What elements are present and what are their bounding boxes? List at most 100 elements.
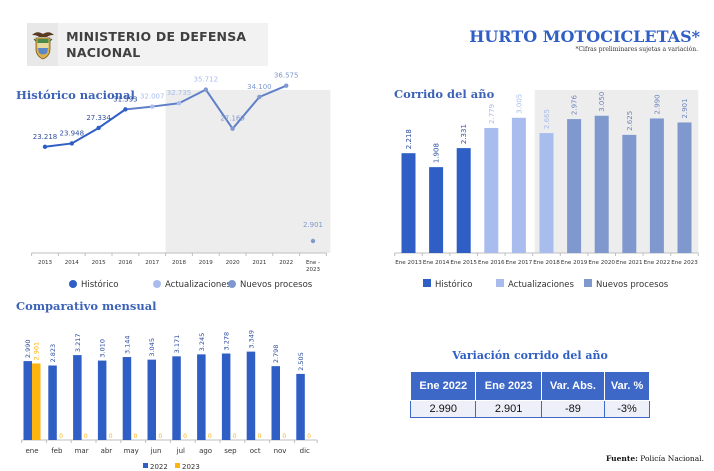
svg-text:may: may	[124, 447, 139, 455]
value-ene-2022: 2.990	[409, 400, 477, 418]
svg-text:jul: jul	[176, 447, 185, 455]
svg-text:jun: jun	[150, 447, 162, 455]
svg-text:2.990: 2.990	[24, 339, 32, 358]
bar	[594, 115, 609, 253]
ministry-header: MINISTERIO DE DEFENSA NACIONAL	[27, 23, 268, 66]
bar	[429, 167, 444, 253]
svg-text:31.393: 31.393	[113, 95, 138, 103]
bar-2023	[32, 363, 41, 440]
svg-text:2.990: 2.990	[653, 94, 661, 114]
header-ene-2022: Ene 2022	[409, 371, 477, 401]
svg-text:Ene 2018: Ene 2018	[533, 260, 560, 266]
svg-text:2017: 2017	[145, 260, 159, 266]
source-note: Fuente: Policía Nacional.	[606, 454, 704, 463]
source-label: Fuente:	[605, 454, 638, 463]
svg-text:3.144: 3.144	[123, 335, 131, 354]
svg-text:Ene 2014: Ene 2014	[423, 260, 450, 266]
historico-line-chart: 2013 2014 2015 2016 2017 2018 2019 2020 2021 2022…	[31, 72, 331, 290]
svg-text:sep: sep	[224, 447, 237, 455]
svg-text:2.779: 2.779	[488, 104, 496, 124]
bar-2022	[73, 355, 82, 440]
variation-table: Ene 2022 Ene 2023 Var. Abs. Var. % 2.990…	[409, 371, 650, 418]
variation-table-title: Variación corrido del año	[452, 349, 608, 362]
svg-text:2.976: 2.976	[571, 94, 579, 115]
svg-text:Histórico: Histórico	[81, 279, 118, 290]
bar	[622, 134, 637, 253]
legend-marker-icon	[496, 279, 504, 287]
data-point	[123, 107, 128, 112]
bar-2022	[197, 354, 206, 440]
svg-text:3.349: 3.349	[247, 330, 255, 349]
svg-text:2014: 2014	[65, 260, 79, 266]
svg-text:Ene 2021: Ene 2021	[616, 260, 643, 266]
svg-text:Actualizaciones: Actualizaciones	[508, 280, 575, 290]
mensual-bar-chart: 2.990 2.901 ene 2.823 0 feb 3.217 0 mar 3.010 0 abr…	[21, 330, 318, 471]
data-point	[257, 94, 262, 100]
historico-section-title: Histórico nacional	[16, 88, 135, 102]
svg-text:oct: oct	[250, 447, 261, 455]
svg-text:3.010: 3.010	[99, 339, 107, 358]
svg-text:2018: 2018	[172, 260, 186, 266]
svg-text:0: 0	[307, 433, 311, 440]
svg-text:Ene 2023: Ene 2023	[671, 260, 698, 266]
svg-text:Actualizaciones: Actualizaciones	[165, 280, 232, 290]
bar	[649, 118, 664, 253]
svg-text:Ene 2017: Ene 2017	[506, 260, 533, 266]
bar	[401, 153, 416, 253]
svg-text:2.901: 2.901	[681, 98, 689, 118]
svg-text:3.217: 3.217	[74, 333, 82, 352]
svg-text:2023: 2023	[182, 463, 200, 471]
legend-marker-icon	[143, 463, 148, 468]
svg-text:ene: ene	[25, 447, 38, 455]
data-point	[150, 104, 155, 109]
bar-2022	[97, 360, 107, 440]
header-var-abs: Var. Abs.	[540, 371, 606, 401]
svg-text:Histórico: Histórico	[435, 279, 472, 290]
svg-text:dic: dic	[300, 447, 310, 455]
value-var-pct: -3%	[604, 400, 650, 418]
svg-text:3.045: 3.045	[148, 338, 156, 357]
svg-text:2015: 2015	[92, 260, 106, 266]
bar-2022	[23, 361, 32, 440]
svg-text:Ene 2016: Ene 2016	[478, 260, 505, 266]
svg-text:Ene 2013: Ene 2013	[395, 260, 422, 266]
svg-text:0: 0	[158, 433, 162, 440]
svg-text:2.798: 2.798	[272, 345, 280, 364]
bar	[456, 148, 471, 253]
data-point	[176, 101, 182, 106]
svg-text:0: 0	[208, 433, 212, 440]
svg-text:35.712: 35.712	[194, 76, 219, 84]
svg-text:2021: 2021	[252, 260, 266, 266]
svg-text:23.218: 23.218	[33, 133, 58, 141]
svg-text:3.278: 3.278	[223, 332, 231, 351]
data-point	[69, 141, 75, 146]
svg-text:2022: 2022	[150, 463, 168, 471]
bar-2022	[122, 357, 132, 440]
svg-text:2.901: 2.901	[33, 342, 41, 361]
data-point	[203, 87, 208, 92]
data-point	[230, 126, 235, 131]
bar	[484, 127, 499, 253]
svg-text:0: 0	[183, 433, 187, 440]
svg-text:ago: ago	[199, 447, 212, 455]
svg-text:32.735: 32.735	[167, 89, 192, 97]
legend-marker-icon	[423, 279, 431, 287]
svg-text:Ene 2020: Ene 2020	[588, 260, 615, 266]
table-header-row: Ene 2022 Ene 2023 Var. Abs. Var. %	[409, 371, 650, 401]
svg-text:mar: mar	[75, 447, 89, 455]
svg-text:2023: 2023	[306, 267, 320, 273]
svg-text:2013: 2013	[38, 260, 52, 266]
svg-text:Ene 2019: Ene 2019	[561, 260, 588, 266]
svg-text:abr: abr	[101, 447, 113, 455]
svg-text:23.948: 23.948	[60, 129, 85, 137]
svg-text:27.334: 27.334	[86, 114, 111, 122]
bar-2022	[147, 359, 156, 440]
svg-text:Ene 2015: Ene 2015	[450, 260, 477, 266]
svg-text:2022: 2022	[279, 260, 293, 266]
bar	[511, 117, 526, 254]
bar	[539, 133, 554, 253]
coat-of-arms-icon	[31, 31, 54, 59]
svg-text:2.625: 2.625	[626, 111, 634, 131]
bar-2022	[48, 365, 57, 440]
legend-marker-icon	[175, 463, 180, 468]
